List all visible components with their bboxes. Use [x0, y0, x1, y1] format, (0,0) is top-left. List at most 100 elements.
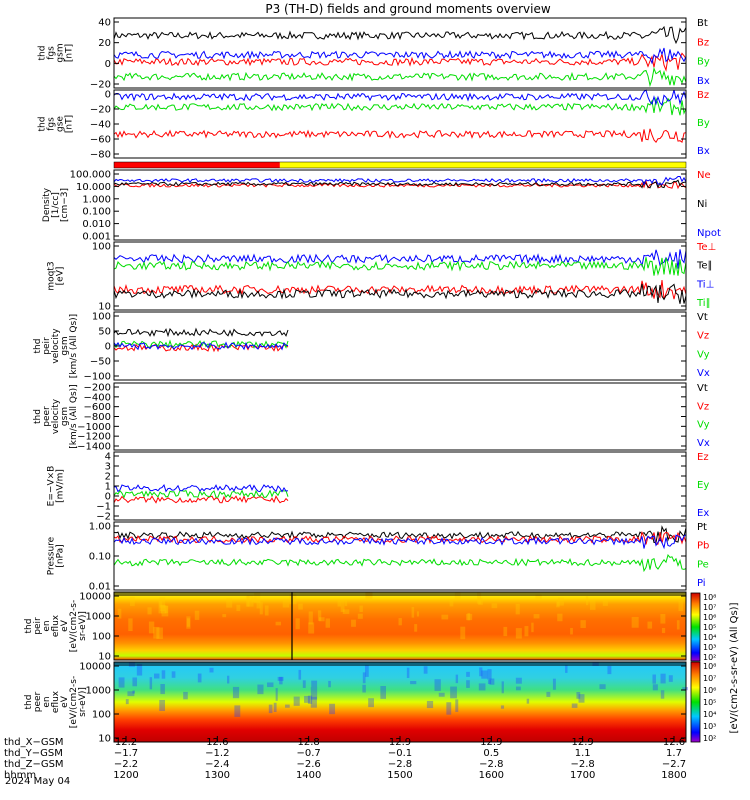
series-line-Ti∥	[113, 257, 687, 277]
ylabel-line: thd	[38, 46, 48, 61]
ytick-label: −200	[84, 383, 111, 394]
xaxis-value: 12.9	[480, 737, 502, 748]
legend-Vx: Vx	[697, 438, 710, 449]
legend-Bx: Bx	[697, 76, 710, 87]
ytick-label: 0	[105, 342, 111, 353]
ylabel-line: eflux	[51, 690, 61, 713]
ytick-label: −1	[96, 502, 111, 513]
legend-Ne: Ne	[697, 170, 711, 181]
series-line-Ez	[113, 494, 289, 504]
ytick-label: 0.10	[89, 552, 111, 563]
series-line-Pi	[113, 534, 687, 550]
heatmap-speckle	[454, 592, 461, 600]
heatmap-speckle	[501, 681, 504, 694]
mode-bar-frame	[113, 161, 687, 169]
panel-peer_eflux: 10000 1000 100 10 thd peer en eflux eV [eV/(cm2-s…	[24, 661, 689, 745]
legend-By: By	[697, 57, 710, 68]
heatmap-speckle	[446, 702, 452, 715]
series-line-Pt	[113, 525, 687, 544]
ylabel-line: Density	[42, 187, 52, 222]
heatmap-speckle	[438, 692, 445, 697]
heatmap-speckle	[267, 682, 274, 688]
ytick-label: 10	[98, 302, 111, 313]
panel-frame	[113, 521, 687, 591]
panel-peir_eflux: 10000 1000 100 10 thd peir en eflux eV [eV/(cm2-s…	[24, 591, 687, 663]
colorbar-tick: 10⁵	[703, 623, 716, 632]
ytick-label: −80	[90, 150, 111, 161]
mode-bar	[113, 161, 687, 169]
heatmap-speckle	[132, 677, 138, 687]
panel-frame	[113, 169, 687, 241]
legend-By: By	[697, 118, 710, 129]
legend-Pt: Pt	[697, 522, 707, 533]
ytick-label: 100	[92, 242, 111, 253]
panel-peer_velocity: −200−400−600−800−1000−1200−1400 thd peer ve…	[33, 382, 710, 453]
heatmap-speckle	[298, 603, 303, 610]
heatmap-speckle	[234, 705, 241, 717]
heatmap-speckle	[585, 596, 589, 606]
series-line-Npot	[113, 176, 687, 186]
xaxis-value: 12.6	[206, 737, 228, 748]
ytick-label: 40	[98, 18, 111, 29]
colorbar-tick: 10²	[703, 734, 716, 743]
heatmap-speckle	[660, 690, 665, 699]
ylabel-line: en	[42, 696, 52, 707]
heatmap-speckle	[298, 669, 302, 680]
ytick-label: −800	[84, 412, 111, 423]
heatmap-speckle	[160, 684, 165, 695]
heatmap-peer_eflux	[114, 662, 686, 742]
ylabel-line: [nT]	[65, 44, 75, 62]
xaxis-row-label: hhmm	[4, 770, 36, 781]
heatmap-speckle	[489, 678, 495, 685]
ylabel-line: thd	[24, 619, 34, 634]
ylabel-line: [nPa]	[56, 544, 66, 567]
panel-frame	[113, 241, 687, 311]
heatmap-speckle	[186, 616, 191, 629]
ytick-label: −400	[84, 392, 111, 403]
heatmap-speckle	[125, 699, 129, 705]
colorbar-2	[690, 661, 701, 743]
heatmap-speckle	[256, 599, 261, 609]
legend-Vx: Vx	[697, 368, 710, 379]
legend-Ni: Ni	[697, 199, 707, 210]
ytick-label: 0.001	[82, 232, 111, 243]
heatmap-speckle	[329, 703, 336, 715]
colorbar-tick: 10⁵	[703, 698, 716, 707]
ylabel-line: velocity	[51, 398, 61, 434]
ylabel-line: [km/s (All Qs)]	[69, 384, 79, 448]
heatmap-speckle	[660, 614, 666, 624]
ytick-label: 0.010	[82, 219, 111, 230]
series-line-Pe	[113, 553, 687, 573]
ytick-label: 2	[105, 472, 111, 483]
heatmap-speckle	[148, 621, 155, 634]
series-line-Ni	[113, 179, 687, 189]
panel-fgs_gsm: 40 20 0 −20 thd fgs gsm [nT] Bt Bz By Bx	[38, 17, 710, 91]
heatmap-speckle	[293, 696, 300, 706]
heatmap-speckle	[344, 600, 348, 607]
xaxis-value: 12.9	[389, 737, 411, 748]
heatmap-speckle	[362, 684, 366, 693]
heatmap-speckle	[466, 671, 470, 677]
heatmap-speckle	[307, 695, 313, 704]
heatmap-speckle	[599, 684, 606, 690]
mode-bar-red	[114, 162, 280, 168]
ylabel-line: peer	[42, 406, 52, 427]
heatmap-speckle	[652, 674, 656, 684]
xaxis-value: 1300	[205, 770, 230, 781]
heatmap-speckle	[580, 620, 586, 628]
xaxis-value: 1.7	[666, 748, 682, 759]
ylabel-line: [eV/(cm2-s-	[69, 676, 79, 728]
xaxis-row-label: thd_X−GSM	[4, 737, 64, 748]
ylabel-line: gsm	[60, 336, 70, 355]
ylabel-line: fgs	[47, 46, 57, 60]
heatmap-speckle	[449, 600, 454, 607]
xaxis-value: −2.7	[662, 759, 686, 770]
heatmap-speckle	[277, 676, 284, 681]
xaxis-value: 12.2	[115, 737, 137, 748]
heatmap-speckle	[129, 596, 135, 607]
heatmap-speckle	[308, 622, 315, 634]
heatmap-speckle	[466, 613, 473, 621]
panel-fgs_gse: 0 −20 −40 −60 −80 thd fgs gse [nT] Bz By Bx	[38, 89, 710, 161]
heatmap-speckle	[552, 678, 556, 690]
legend-Ti⊥: Ti⊥	[696, 279, 714, 290]
